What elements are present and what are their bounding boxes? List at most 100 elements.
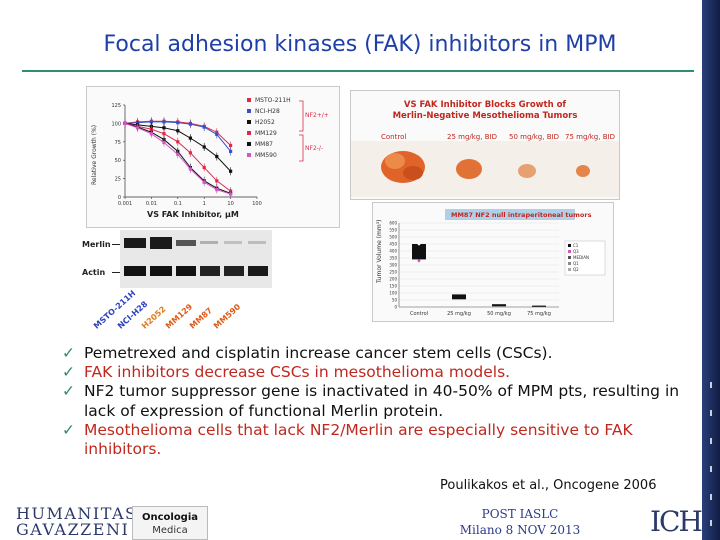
dr-legend-label: MM87: [255, 141, 273, 148]
dr-point: [188, 136, 192, 140]
group-label-nf2-wt: NF2+/+: [305, 112, 329, 119]
post-line2: Milano 8 NOV 2013: [459, 523, 581, 537]
tv-legend-label: Q2: [573, 267, 579, 272]
dr-point: [162, 140, 166, 145]
dr-legend-marker: [247, 153, 251, 157]
dr-point: [215, 132, 219, 137]
dr-y-tick: 0: [118, 195, 121, 201]
dose-response-panel: Relative Growth (%) 125 100 75 50 25 0 0.001 0…: [86, 86, 340, 228]
dr-legend-marker: [247, 120, 251, 124]
tv-chart-title: MM87 NF2 null intraperitoneal tumors: [451, 211, 592, 219]
tv-y-tick: 150: [389, 284, 397, 289]
citation: Poulikakos et al., Oncogene 2006: [440, 478, 657, 493]
tv-median-marker: [417, 242, 421, 246]
tv-y-tick: 300: [389, 263, 397, 268]
bullet-text: Pemetrexed and cisplatin increase cancer…: [84, 344, 553, 362]
humanitas-logo: HUMANITAS GAVAZZENI: [16, 506, 138, 538]
tv-y-tick: 0: [394, 305, 397, 310]
dr-y-tick: 100: [111, 121, 121, 127]
tumor-group-75: 75 mg/kg, BID: [565, 133, 615, 141]
dr-y-tick: 25: [115, 177, 121, 183]
dr-point: [202, 125, 206, 129]
dr-y-tick: 125: [111, 103, 121, 109]
dr-legend-label: NCI-H28: [255, 108, 280, 115]
tv-legend-label: MEDIAN: [573, 255, 589, 260]
tv-y-tick: 200: [389, 277, 397, 282]
tv-y-tick: 350: [389, 256, 397, 261]
tv-outlier-marker: [417, 259, 421, 263]
bullet-item: ✓ Pemetrexed and cisplatin increase cance…: [62, 344, 692, 363]
event-label: POST IASLC Milano 8 NOV 2013: [440, 506, 600, 538]
dr-x-tick: 0.001: [118, 201, 132, 207]
dr-y-tick: 75: [115, 140, 121, 146]
tumor-title-line2: Merlin-Negative Mesothelioma Tumors: [392, 111, 578, 121]
dr-point: [188, 151, 192, 155]
dr-point: [202, 165, 206, 170]
tv-y-tick: 50: [392, 298, 398, 303]
bullet-item: ✓ NF2 tumor suppressor gene is inactivate…: [62, 382, 692, 420]
dr-point: [135, 126, 140, 130]
dr-point: [202, 145, 206, 149]
dr-point: [149, 132, 153, 136]
tumor-group-25: 25 mg/kg, BID: [447, 133, 497, 141]
tv-box: [412, 244, 426, 260]
tv-box: [452, 294, 466, 300]
side-bar: [702, 0, 720, 540]
dr-point: [215, 188, 219, 192]
slide-title: Focal adhesion kinases (FAK) inhibitors …: [103, 32, 617, 57]
dr-x-tick: 100: [252, 201, 262, 207]
dr-point: [176, 121, 180, 125]
dr-point: [215, 179, 219, 183]
tumor-title-line1: VS FAK Inhibitor Blocks Growth of: [403, 100, 567, 110]
tv-legend-marker: [568, 250, 571, 253]
tv-x-tick: 75 mg/kg: [527, 311, 551, 317]
dr-y-label: Relative Growth (%): [91, 125, 98, 185]
tv-legend-label: Q1: [573, 261, 579, 266]
tv-x-tick: 25 mg/kg: [447, 311, 471, 317]
dr-point: [202, 180, 206, 184]
tv-y-label: Tumor Volume (mm³): [376, 220, 383, 284]
tv-box: [492, 304, 506, 307]
logo-line1: HUMANITAS: [16, 504, 138, 523]
dr-x-tick: 10: [227, 201, 233, 207]
dr-legend-label: H2052: [255, 119, 275, 126]
tv-y-tick: 550: [389, 228, 397, 233]
bullet-list: ✓ Pemetrexed and cisplatin increase cance…: [62, 344, 692, 459]
tv-x-tick: Control: [410, 311, 428, 317]
tumor-group-control: Control: [381, 133, 407, 141]
dr-x-tick: 0.1: [174, 201, 182, 207]
tv-y-tick: 600: [389, 221, 397, 226]
dr-legend-marker: [247, 131, 251, 135]
bullet-text: FAK inhibitors decrease CSCs in mesothel…: [84, 363, 511, 382]
western-blot: Merlin Actin MSTO-211H NCI-H28 H2052 MM129 M…: [80, 228, 350, 340]
dr-point: [188, 167, 192, 171]
dr-point: [176, 140, 180, 144]
dr-x-tick: 1: [203, 201, 206, 207]
dr-legend-marker: [247, 98, 251, 102]
tumor-volume-chart: MM87 NF2 null intraperitoneal tumors Tum…: [376, 209, 606, 317]
dr-point: [176, 129, 180, 133]
dr-point: [229, 149, 233, 153]
tv-y-tick: 450: [389, 242, 397, 247]
dr-point: [123, 121, 127, 125]
dr-legend-label: MM590: [255, 152, 277, 159]
dr-point: [229, 169, 233, 173]
tv-legend-marker: [568, 262, 571, 265]
dr-point: [162, 120, 166, 124]
dr-point: [162, 132, 166, 136]
dr-legend-marker: [247, 109, 251, 113]
tumor-group-50: 50 mg/kg, BID: [509, 133, 559, 141]
dr-x-label: VS FAK Inhibitor, μM: [147, 210, 239, 219]
checkmark-icon: ✓: [62, 420, 75, 439]
dr-legend-label: MM129: [255, 130, 277, 137]
dr-legend-marker: [247, 142, 251, 146]
post-line1: POST IASLC: [481, 507, 559, 521]
tv-y-tick: 250: [389, 270, 397, 275]
dr-legend-label: MSTO-211H: [255, 97, 291, 104]
tv-legend-marker: [568, 244, 571, 247]
tumor-volume-panel: MM87 NF2 null intraperitoneal tumors Tum…: [372, 202, 614, 322]
group-label-nf2-null: NF2-/-: [305, 145, 323, 152]
tumor-photos: [351, 141, 619, 197]
tumor-photo-panel: VS FAK Inhibitor Blocks Growth of Merlin…: [350, 90, 620, 200]
tv-y-tick: 400: [389, 249, 397, 254]
